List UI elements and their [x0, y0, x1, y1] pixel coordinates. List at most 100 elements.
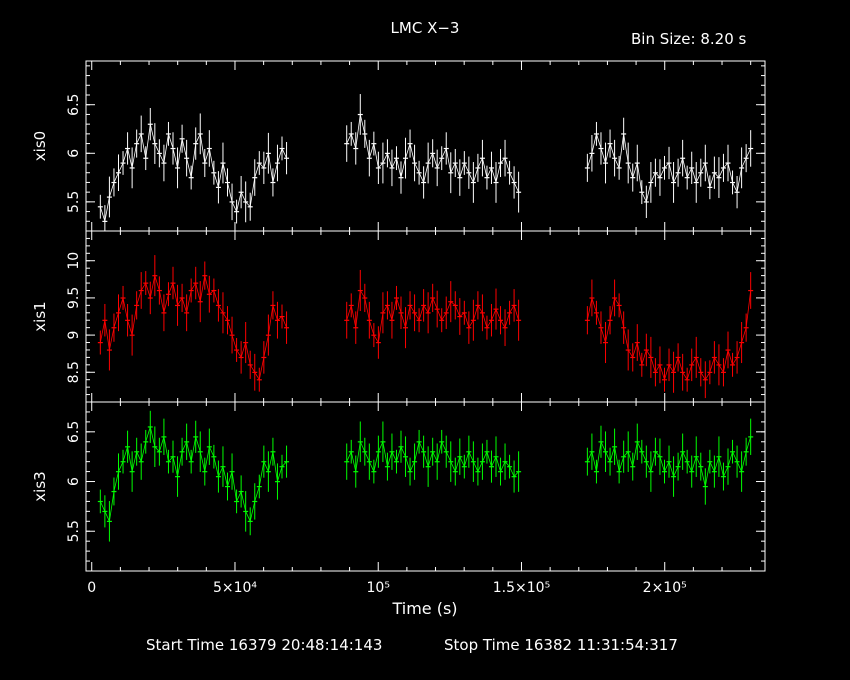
xis1-series-line — [732, 357, 738, 366]
xis3-series-line — [736, 461, 742, 472]
xis1-series-line — [213, 290, 219, 306]
xis1-point — [238, 356, 244, 359]
xis1-series-line — [267, 305, 274, 336]
xis3-series-line — [154, 446, 160, 452]
xis0-series-line — [732, 182, 738, 193]
xis3-series-line — [645, 461, 652, 472]
xis0-series-line — [405, 143, 411, 159]
xis3-series-line — [491, 456, 497, 467]
xis1-series-line — [113, 312, 119, 328]
xis3-series-line — [664, 461, 670, 472]
xis0-series-line — [355, 114, 361, 149]
xis0-series-line — [477, 157, 483, 169]
xis3-series-line — [427, 451, 434, 467]
xis1-point — [274, 319, 280, 321]
xis1-series-line — [391, 297, 397, 321]
xis0-series-line — [736, 167, 742, 193]
bin-size-label: Bin Size: 8.20 s — [631, 30, 747, 48]
xis0-point — [353, 147, 359, 150]
xis0-series-line — [104, 196, 110, 222]
xis0-series-line — [218, 162, 224, 188]
xis3-series-line — [181, 441, 187, 452]
xis1-series-line — [486, 320, 492, 328]
xis3-series-line — [741, 451, 747, 472]
xis0-series-line — [414, 162, 420, 173]
xis3-series-line — [691, 456, 697, 472]
xis0-series-line — [227, 182, 233, 202]
xis3-series-line — [600, 441, 606, 452]
xis1-series-line — [618, 305, 625, 328]
xis1-series-line — [609, 297, 615, 321]
xis1-point — [639, 364, 645, 366]
xis1-series-line — [418, 305, 424, 321]
xis1-series-line — [359, 290, 366, 299]
xis0-series-line — [118, 162, 124, 173]
xis1-series-line — [346, 305, 352, 321]
xis3-series-line — [368, 461, 375, 472]
xis1-series-line — [131, 305, 138, 336]
xis3-series-line — [168, 456, 174, 462]
xis0-series-line — [641, 191, 647, 203]
xis0-series-line — [513, 182, 519, 193]
xis0-series-line — [272, 162, 278, 183]
xis0-ylabel: xis0 — [31, 131, 49, 161]
xis0-series-line — [391, 157, 397, 169]
xis0-series-line — [673, 172, 679, 183]
xis3-series-line — [140, 441, 147, 462]
xis0-point — [684, 177, 690, 179]
xis1-series-line — [636, 342, 643, 365]
xis0-series-line — [450, 162, 456, 173]
xis0-series-line — [500, 157, 506, 164]
xis0-series — [97, 94, 754, 231]
xis0-series-line — [427, 153, 434, 164]
xis1-series-line — [423, 305, 429, 313]
xis3-series-line — [727, 451, 733, 467]
xis0-series-line — [195, 133, 201, 144]
xis0-series-line — [441, 148, 447, 159]
xis3-point — [202, 471, 208, 473]
xis1-series-line — [591, 297, 597, 313]
xis1-series-line — [204, 275, 210, 295]
xis3-series-line — [127, 446, 133, 472]
xis0-series-line — [418, 172, 424, 183]
xis3-series-line — [704, 461, 711, 487]
xis1-series-line — [231, 334, 237, 351]
xis3-series-line — [477, 461, 483, 472]
xis0-point — [389, 167, 395, 169]
xis3-series-line — [236, 491, 242, 502]
xis1-series-line — [723, 349, 729, 373]
xis3-series-line — [254, 486, 260, 502]
xis0-series-line — [350, 133, 357, 149]
xis0-point — [643, 201, 649, 203]
xis1-series-line — [709, 357, 715, 373]
xis1-ytick-label: 8.5 — [66, 361, 82, 383]
xis1-series-line — [209, 290, 215, 295]
xis3-point — [371, 471, 377, 473]
xis3-series-line — [709, 461, 715, 472]
xis1-series-line — [513, 305, 519, 321]
xis1-series-line — [655, 364, 661, 373]
xis1-ytick-label: 10 — [66, 252, 82, 270]
xis0-point — [129, 167, 135, 169]
xis1-series-line — [218, 305, 224, 313]
xis0-series-line — [140, 133, 147, 159]
xis3-series-line — [364, 451, 370, 462]
xis1-series-line — [99, 320, 106, 343]
xis1-ytick-label: 9 — [66, 331, 82, 340]
xis3-series-line — [218, 466, 224, 477]
xis3-ylabel: xis3 — [31, 471, 49, 501]
xis1-point — [516, 319, 522, 321]
xis1-series-line — [459, 312, 465, 317]
xis3-point — [234, 500, 240, 503]
xis3-series-line — [436, 441, 443, 462]
xis3-point — [593, 471, 599, 473]
xis0-series-line — [346, 133, 352, 144]
xis1-series-line — [491, 308, 497, 321]
xis1-series-line — [154, 275, 160, 291]
xis3-series-line — [136, 451, 142, 462]
xis3-series-line — [509, 466, 515, 477]
xis1-series-line — [281, 316, 287, 328]
xis0-series-line — [614, 157, 620, 169]
xis3-ytick-label: 6.5 — [66, 421, 82, 443]
xis3-series-line — [378, 441, 384, 452]
